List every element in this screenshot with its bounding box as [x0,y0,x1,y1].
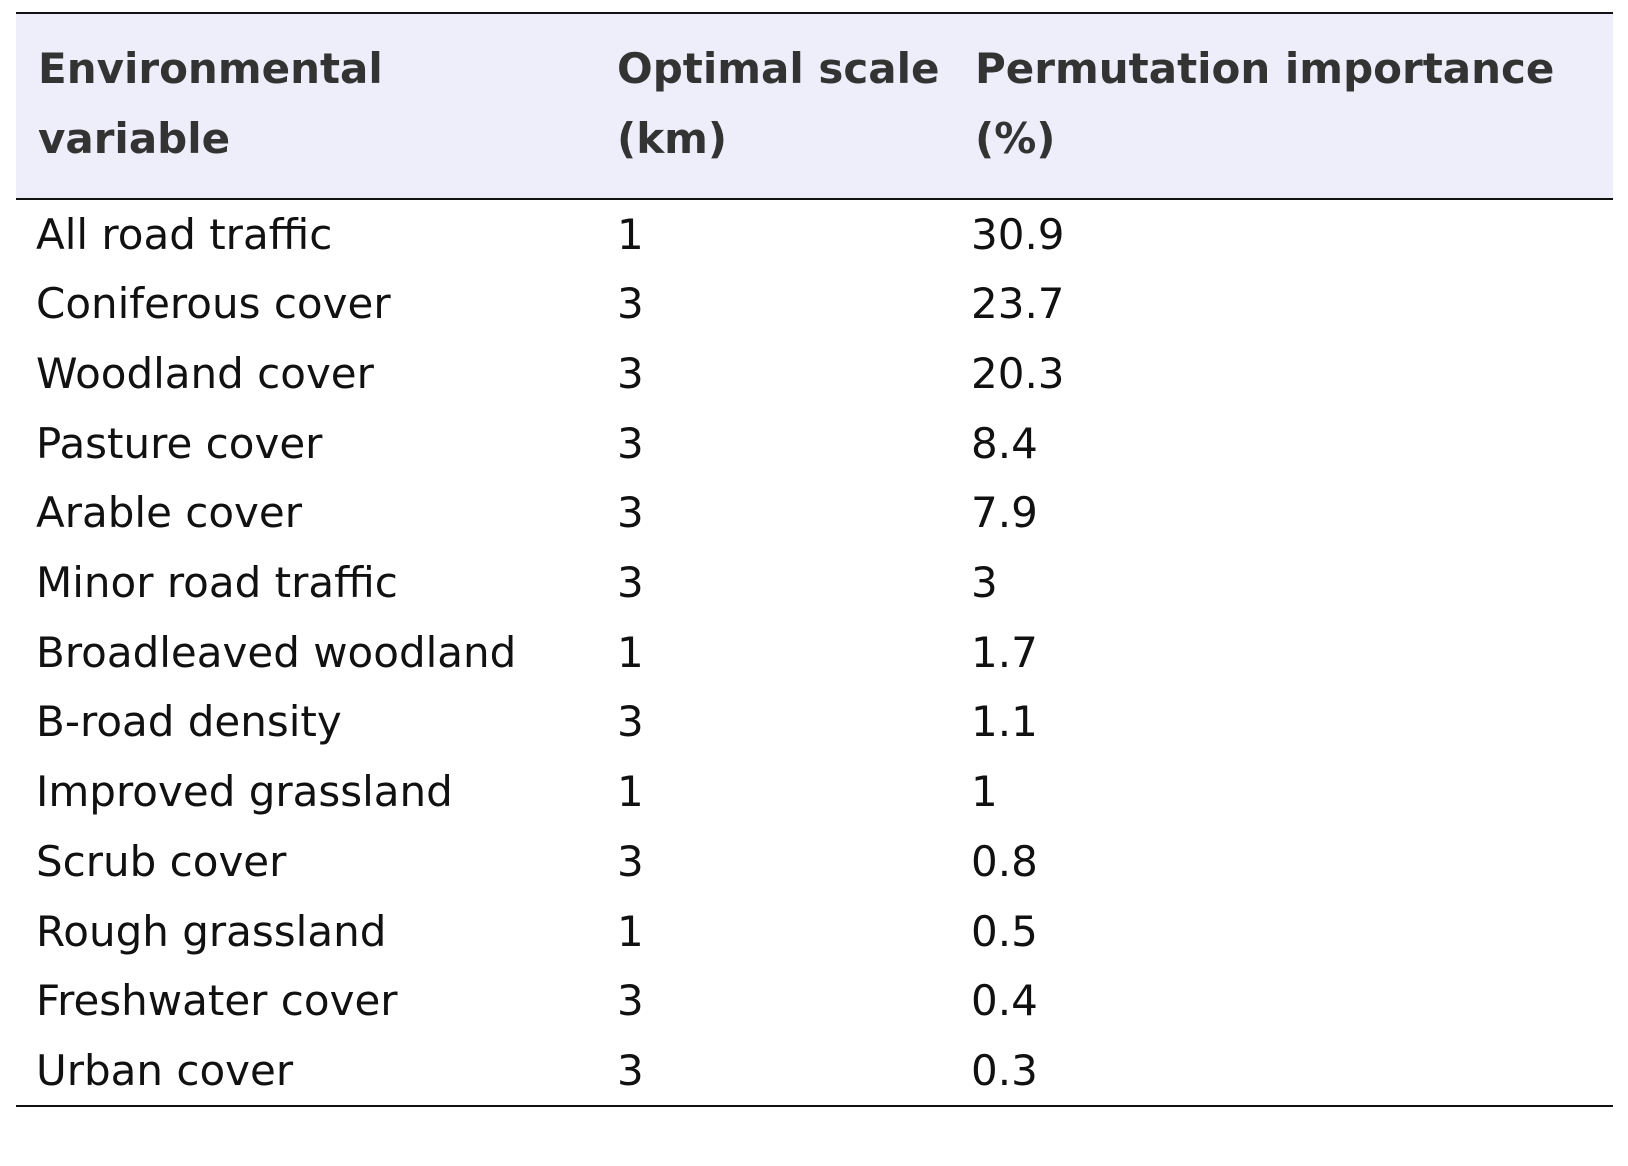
table-row: Woodland cover 3 20.3 [16,339,1613,409]
table-row: Scrub cover 3 0.8 [16,827,1613,897]
cell-permutation-importance: 0.3 [971,1045,1038,1095]
cell-permutation-importance: 1 [971,767,998,817]
cell-permutation-importance: 1.7 [971,627,1038,677]
cell-optimal-scale: 1 [617,210,644,259]
cell-permutation-importance: 1.1 [971,697,1038,747]
cell-permutation-importance: 7.9 [971,488,1038,538]
header-environmental-variable: Environmental variable [38,44,383,163]
table-row: Broadleaved woodland 1 1.7 [16,617,1613,687]
table-row: Urban cover 3 0.3 [16,1036,1613,1106]
cell-variable: All road traffic [36,210,333,259]
cell-optimal-scale: 3 [617,418,644,468]
cell-permutation-importance: 0.5 [971,906,1038,956]
cell-optimal-scale: 1 [617,767,644,817]
cell-optimal-scale: 3 [617,349,644,399]
cell-variable: Scrub cover [36,836,287,886]
cell-variable: Broadleaved woodland [36,627,517,677]
header-row: Environmental variable Optimal scale (km… [16,13,1613,199]
cell-permutation-importance: 30.9 [971,210,1065,259]
table-row: Improved grassland 1 1 [16,757,1613,827]
cell-variable: Pasture cover [36,418,323,468]
cell-optimal-scale: 3 [617,836,644,886]
table-row: Arable cover 3 7.9 [16,478,1613,548]
cell-optimal-scale: 3 [617,279,644,329]
data-table-container: Environmental variable Optimal scale (km… [16,12,1613,1107]
cell-variable: Freshwater cover [36,976,398,1026]
cell-optimal-scale: 1 [617,627,644,677]
table-row: Minor road traffic 3 3 [16,548,1613,618]
cell-variable: B-road density [36,697,342,747]
cell-variable: Woodland cover [36,349,374,399]
table-row: B-road density 3 1.1 [16,687,1613,757]
cell-permutation-importance: 8.4 [971,418,1038,468]
header-optimal-scale: Optimal scale (km) [617,44,940,163]
environmental-variables-table: Environmental variable Optimal scale (km… [16,12,1613,1107]
cell-variable: Arable cover [36,488,303,538]
cell-permutation-importance: 3 [971,558,998,608]
cell-optimal-scale: 1 [617,906,644,956]
table-body: All road traffic 1 30.9 Coniferous cover… [16,199,1613,1106]
table-row: Pasture cover 3 8.4 [16,408,1613,478]
cell-permutation-importance: 20.3 [971,349,1065,399]
cell-variable: Coniferous cover [36,279,391,329]
cell-variable: Improved grassland [36,767,453,817]
table-row: Freshwater cover 3 0.4 [16,966,1613,1036]
cell-optimal-scale: 3 [617,558,644,608]
cell-variable: Rough grassland [36,906,387,956]
header-permutation-importance: Permutation importance (%) [975,44,1555,163]
cell-permutation-importance: 23.7 [971,279,1065,329]
cell-variable: Urban cover [36,1045,294,1095]
cell-optimal-scale: 3 [617,1045,644,1095]
table-row: Rough grassland 1 0.5 [16,896,1613,966]
cell-permutation-importance: 0.4 [971,976,1038,1026]
table-row: Coniferous cover 3 23.7 [16,269,1613,339]
table-header: Environmental variable Optimal scale (km… [16,13,1613,199]
table-row: All road traffic 1 30.9 [16,199,1613,269]
cell-optimal-scale: 3 [617,976,644,1026]
cell-permutation-importance: 0.8 [971,836,1038,886]
cell-optimal-scale: 3 [617,697,644,747]
cell-variable: Minor road traffic [36,558,398,608]
cell-optimal-scale: 3 [617,488,644,538]
